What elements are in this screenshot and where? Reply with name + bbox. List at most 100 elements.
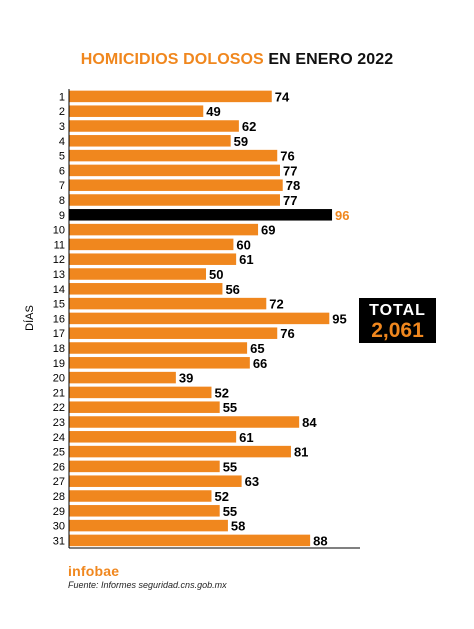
title-rest: EN ENERO 2022 [268, 51, 394, 68]
bar [69, 238, 234, 251]
category-label: 16 [53, 313, 65, 325]
category-label: 6 [59, 165, 65, 177]
total-value: 2,061 [371, 319, 424, 342]
category-label: 31 [53, 535, 65, 547]
value-label: 63 [245, 474, 259, 489]
category-label: 4 [59, 136, 65, 148]
value-label: 52 [214, 489, 228, 504]
bar [69, 460, 220, 473]
bar [69, 534, 311, 547]
category-label: 1 [59, 91, 65, 103]
bar [69, 475, 242, 487]
bar [69, 505, 220, 517]
value-label: 66 [253, 356, 267, 371]
value-label: 50 [209, 267, 223, 282]
category-label: 12 [53, 254, 65, 266]
category-label: 27 [53, 476, 65, 488]
value-label: 55 [223, 459, 237, 474]
bar [69, 342, 248, 354]
value-label: 60 [236, 237, 250, 252]
value-label: 56 [225, 282, 239, 297]
brand-logo: infobae [68, 563, 120, 579]
total-label: TOTAL [369, 302, 426, 319]
value-label: 77 [283, 163, 297, 178]
bar [69, 431, 237, 443]
bar [69, 519, 228, 532]
category-label: 21 [53, 387, 65, 399]
value-label: 76 [280, 149, 294, 164]
category-label: 29 [53, 506, 65, 518]
value-label: 49 [206, 104, 220, 119]
value-label: 77 [283, 193, 297, 208]
value-label: 61 [239, 252, 253, 267]
category-label: 22 [53, 402, 65, 414]
title-highlight: HOMICIDIOS DOLOSOS [80, 51, 264, 68]
value-label: 95 [332, 311, 346, 326]
bar [69, 416, 300, 428]
bar [69, 194, 280, 206]
bar [69, 149, 278, 162]
category-label: 5 [59, 151, 65, 163]
source-note: Fuente: Informes seguridad.cns.gob.mx [68, 580, 227, 590]
value-label: 65 [250, 341, 264, 356]
value-label: 55 [223, 504, 237, 519]
category-label: 30 [53, 521, 65, 533]
category-label: 17 [53, 328, 65, 340]
value-label: 88 [313, 533, 327, 548]
bar [69, 268, 206, 280]
bar [69, 223, 259, 236]
bar [69, 327, 278, 339]
bar [69, 371, 176, 384]
value-label: 76 [280, 326, 294, 341]
bar-highlight [69, 209, 333, 221]
category-label: 26 [53, 461, 65, 473]
value-label: 96 [335, 208, 349, 223]
bar [69, 164, 280, 177]
value-label: 52 [214, 385, 228, 400]
category-label: 10 [53, 225, 65, 237]
category-label: 25 [53, 447, 65, 459]
category-label: 8 [59, 195, 65, 207]
value-label: 39 [179, 371, 193, 386]
category-label: 3 [59, 121, 65, 133]
bar [69, 253, 237, 265]
value-label: 72 [269, 297, 283, 312]
category-label: 20 [53, 373, 65, 385]
value-label: 78 [286, 178, 300, 193]
category-label: 24 [53, 432, 65, 444]
category-label: 28 [53, 491, 65, 503]
value-label: 69 [261, 223, 275, 238]
bar [69, 90, 272, 103]
bar [69, 445, 291, 458]
bar [69, 120, 239, 132]
bar [69, 386, 212, 399]
value-label: 84 [302, 415, 317, 430]
category-label: 15 [53, 299, 65, 311]
category-label: 9 [59, 210, 65, 222]
bar [69, 490, 212, 502]
category-label: 19 [53, 358, 65, 370]
category-label: 23 [53, 417, 65, 429]
category-label: 18 [53, 343, 65, 355]
y-axis-label: DÍAS [23, 305, 36, 331]
total-badge: TOTAL 2,061 [359, 298, 436, 343]
value-label: 74 [275, 89, 290, 104]
bar [69, 312, 330, 325]
value-label: 59 [234, 134, 248, 149]
bar [69, 297, 267, 310]
category-label: 13 [53, 269, 65, 281]
category-label: 2 [59, 106, 65, 118]
value-label: 55 [223, 400, 237, 415]
bar [69, 401, 220, 413]
bar [69, 179, 283, 191]
chart-title: HOMICIDIOS DOLOSOS EN ENERO 2022 [0, 51, 474, 69]
value-label: 81 [294, 445, 308, 460]
bar [69, 105, 204, 117]
value-label: 61 [239, 430, 253, 445]
value-label: 62 [242, 119, 256, 134]
bar [69, 357, 250, 369]
category-label: 7 [59, 180, 65, 192]
category-label: 11 [54, 239, 65, 251]
bar [69, 283, 223, 295]
